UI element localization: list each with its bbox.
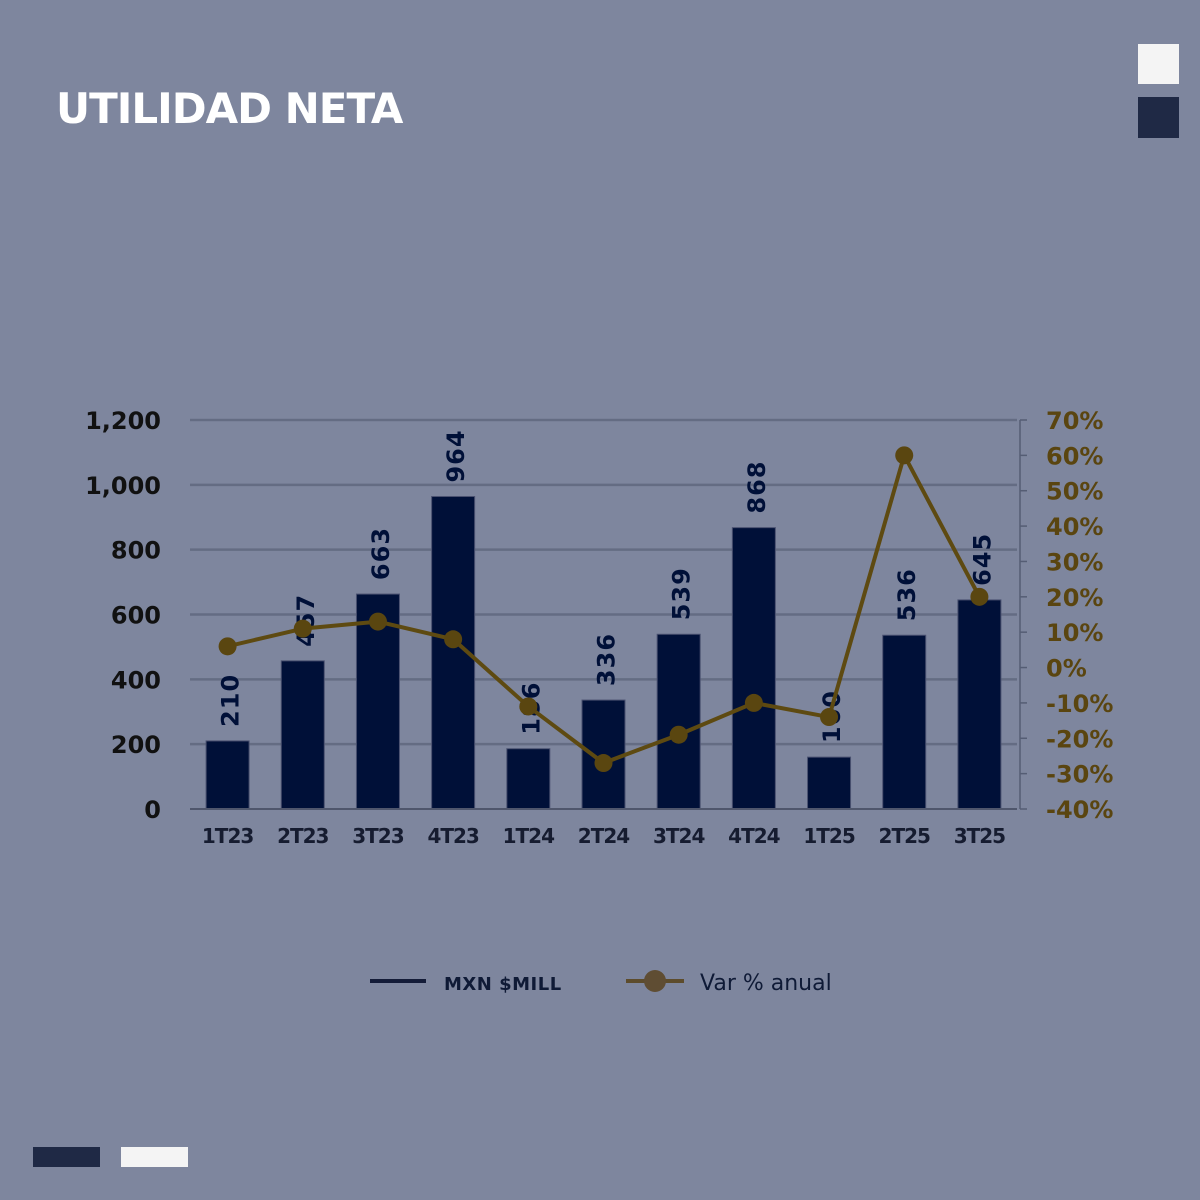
- y-axis-right-tick-label: -40%: [1046, 796, 1113, 824]
- x-axis-tick-label: 1T23: [202, 824, 253, 848]
- bar-value-label: 336: [593, 633, 621, 686]
- line-point-2t23: [293, 619, 312, 638]
- y-axis-right-tick-label: -30%: [1046, 761, 1113, 789]
- line-point-3t25: [970, 587, 989, 606]
- x-axis-tick-label: 4T24: [728, 824, 779, 848]
- x-axis-tick-label: 2T24: [578, 824, 629, 848]
- page-title: UTILIDAD NETA: [56, 84, 403, 133]
- y-axis-left-tick-label: 1,200: [85, 407, 161, 435]
- decor-square-dark: [1138, 97, 1179, 138]
- bar-1t25: [807, 756, 852, 810]
- line-point-3t23: [368, 612, 387, 631]
- x-axis-tick-label: 2T25: [879, 824, 930, 848]
- y-axis-left-tick-label: 200: [111, 731, 161, 759]
- y-axis-left-tick-label: 0: [144, 796, 161, 824]
- legend-bar-label: MXN $MILL: [444, 974, 562, 995]
- x-axis-tick-label: 2T23: [277, 824, 328, 848]
- y-axis-left-tick-label: 600: [111, 602, 161, 630]
- bar-value-label: 964: [442, 429, 470, 482]
- bar-1t23: [205, 740, 250, 810]
- y-axis-right-tick-label: 10%: [1046, 619, 1103, 647]
- x-axis-tick-label: 3T25: [954, 824, 1005, 848]
- y-axis-right-tick-label: 0%: [1046, 655, 1087, 683]
- line-point-2t25: [895, 446, 914, 465]
- line-point-2t24: [594, 754, 613, 773]
- bar-value-label: 868: [743, 461, 771, 514]
- x-axis-tick-label: 3T23: [352, 824, 403, 848]
- bar-value-label: 536: [893, 568, 921, 621]
- legend-line-label: Var % anual: [700, 971, 832, 996]
- y-axis-right-tick-label: -20%: [1046, 725, 1113, 753]
- y-axis-right-tick-label: -10%: [1046, 690, 1113, 718]
- y-axis-left-tick-label: 800: [111, 537, 161, 565]
- bar-4t24: [731, 527, 776, 810]
- x-axis-tick-label: 4T23: [427, 824, 478, 848]
- line-point-4t23: [444, 630, 463, 649]
- bar-2t25: [882, 634, 927, 810]
- line-point-4t24: [744, 693, 763, 712]
- y-axis-right-tick-label: 50%: [1046, 478, 1103, 506]
- bar-3t24: [656, 633, 701, 810]
- y-axis-left-tick-label: 400: [111, 666, 161, 694]
- y-axis-right-tick-label: 20%: [1046, 584, 1103, 612]
- bar-value-label: 645: [968, 533, 996, 586]
- y-axis-right-tick-label: 40%: [1046, 513, 1103, 541]
- bar-value-label: 210: [217, 674, 245, 727]
- x-axis-tick-label: 1T24: [503, 824, 554, 848]
- decor-bar-dark: [33, 1147, 100, 1167]
- decor-bar-light: [121, 1147, 188, 1167]
- bar-3t25: [957, 599, 1002, 810]
- decor-square-light: [1138, 44, 1179, 84]
- bar-value-label: 539: [668, 567, 696, 620]
- bar-value-label: 663: [367, 527, 395, 580]
- line-point-1t24: [519, 697, 538, 716]
- bar-1t24: [506, 748, 551, 810]
- x-axis-tick-label: 3T24: [653, 824, 704, 848]
- bar-2t23: [280, 660, 325, 810]
- y-axis-left-tick-label: 1,000: [85, 472, 161, 500]
- y-axis-right-tick-label: 70%: [1046, 407, 1103, 435]
- line-point-1t25: [820, 708, 839, 727]
- x-axis-tick-label: 1T25: [803, 824, 854, 848]
- line-point-3t24: [669, 725, 688, 744]
- y-axis-right-tick-label: 60%: [1046, 442, 1103, 470]
- line-point-1t23: [218, 637, 237, 656]
- legend-line-marker: [644, 970, 666, 992]
- y-axis-right-tick-label: 30%: [1046, 548, 1103, 576]
